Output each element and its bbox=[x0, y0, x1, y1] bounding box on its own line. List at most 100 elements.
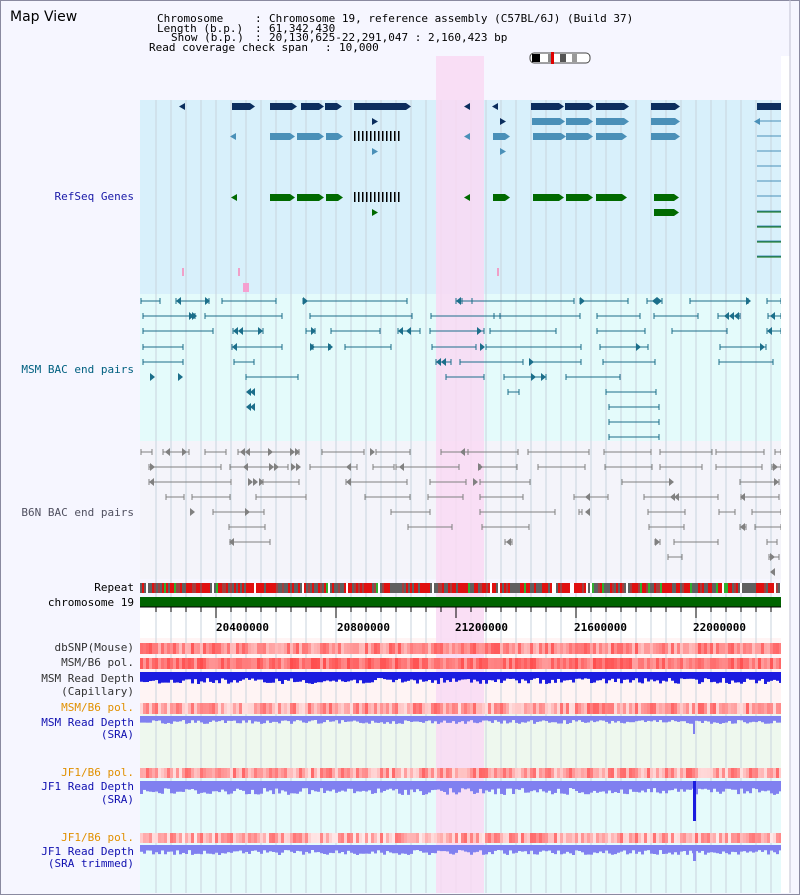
jf1-trim-depth-bar bbox=[710, 845, 713, 853]
jf1-trim-depth-bar bbox=[188, 845, 191, 851]
msm-sra-depth-bar bbox=[296, 716, 299, 721]
repeat-element bbox=[762, 583, 764, 593]
pair-end-marker bbox=[406, 327, 411, 335]
jf1-pol-2-heat-cell bbox=[641, 833, 644, 843]
repeat-element bbox=[652, 583, 654, 593]
jf1-trim-depth-bar bbox=[767, 845, 770, 855]
msm-pol-heat-cell bbox=[308, 658, 311, 669]
gene-exon-tick bbox=[386, 131, 388, 141]
msm-cap-depth-bar bbox=[215, 672, 218, 681]
repeat-element bbox=[334, 583, 336, 593]
jf1-pol-2-heat-cell bbox=[596, 833, 599, 843]
dbsnp-heat-cell bbox=[389, 643, 392, 654]
msm-cap-depth-bar bbox=[467, 672, 470, 680]
jf1-pol-heat-cell bbox=[296, 768, 299, 778]
jf1-trim-depth-bar bbox=[287, 845, 290, 851]
repeat-element bbox=[370, 583, 372, 593]
jf1-pol-heat-cell bbox=[587, 768, 590, 778]
jf1-trim-depth-bar bbox=[269, 845, 272, 852]
repeat-element bbox=[662, 583, 664, 593]
jf1-pol-heat-cell bbox=[539, 768, 542, 778]
gene-feature bbox=[326, 133, 338, 140]
jf1-pol-heat-cell bbox=[683, 768, 686, 778]
msm-pol-heat-cell bbox=[770, 658, 773, 669]
jf1-trim-depth-bar bbox=[299, 845, 302, 852]
repeat-element bbox=[740, 583, 742, 593]
repeat-element bbox=[576, 583, 578, 593]
msm-pol-heat-cell bbox=[629, 658, 632, 669]
jf1-pol-2-heat-cell bbox=[413, 833, 416, 843]
jf1-sra-depth-bar bbox=[479, 781, 482, 789]
msm-pol-2-heat-cell bbox=[728, 703, 731, 714]
msm-pol-2-heat-cell bbox=[251, 703, 254, 714]
msm-sra-depth-bar bbox=[518, 716, 521, 724]
jf1-pol-heat-cell bbox=[764, 768, 767, 778]
repeat-element bbox=[264, 583, 266, 593]
jf1-pol-heat-cell bbox=[497, 768, 500, 778]
gene-arrow bbox=[674, 194, 679, 201]
msm-pol-heat-cell bbox=[230, 658, 233, 669]
track-label-b6n-bac[interactable]: B6N BAC end pairs bbox=[21, 506, 134, 519]
gene-exon-tick bbox=[362, 131, 364, 141]
msm-sra-depth-bar bbox=[581, 716, 584, 722]
msm-sra-depth-bar bbox=[602, 716, 605, 721]
jf1-pol-2-heat-cell bbox=[698, 833, 701, 843]
jf1-pol-2-heat-cell bbox=[512, 833, 515, 843]
dbsnp-heat-cell bbox=[398, 643, 401, 654]
repeat-element bbox=[602, 583, 604, 593]
axis-tick-label: 21200000 bbox=[455, 621, 508, 634]
repeat-element bbox=[528, 583, 530, 593]
ideogram-outline bbox=[529, 52, 591, 64]
repeat-element bbox=[688, 583, 690, 593]
jf1-trim-depth-bar bbox=[515, 845, 518, 853]
jf1-pol-2-heat-cell bbox=[434, 833, 437, 843]
msm-sra-depth-bar bbox=[707, 716, 710, 722]
jf1-pol-heat-cell bbox=[698, 768, 701, 778]
msm-sra-depth-bar bbox=[686, 716, 689, 724]
msm-cap-depth-bar bbox=[365, 672, 368, 683]
dbsnp-heat-cell bbox=[506, 643, 509, 654]
dbsnp-heat-cell bbox=[755, 643, 758, 654]
msm-sra-depth-bar bbox=[695, 716, 698, 721]
jf1-trim-depth-bar bbox=[569, 845, 572, 854]
msm-pol-2-heat-cell bbox=[635, 703, 638, 714]
gene-feature bbox=[270, 133, 290, 140]
msm-cap-depth-bar bbox=[626, 672, 629, 680]
pair-end-marker bbox=[652, 297, 657, 305]
jf1-sra-depth-bar bbox=[386, 781, 389, 790]
jf1-pol-heat-cell bbox=[173, 768, 176, 778]
msm-pol-heat-cell bbox=[446, 658, 449, 669]
jf1-pol-heat-cell bbox=[689, 768, 692, 778]
msm-pol-heat-cell bbox=[521, 658, 524, 669]
jf1-pol-heat-cell bbox=[365, 768, 368, 778]
repeat-element bbox=[428, 583, 430, 593]
dbsnp-heat-cell bbox=[242, 643, 245, 654]
track-label-refseq[interactable]: RefSeq Genes bbox=[54, 190, 134, 203]
dbsnp-heat-cell bbox=[620, 643, 623, 654]
dbsnp-heat-cell bbox=[752, 643, 755, 654]
jf1-sra-depth-bar bbox=[161, 781, 164, 794]
gene-arrow-left bbox=[464, 103, 470, 110]
jf1-pol-2-heat-cell bbox=[488, 833, 491, 843]
jf1-trim-depth-bar bbox=[533, 845, 536, 855]
jf1-sra-depth-bar bbox=[224, 781, 227, 792]
msm-cap-depth-bar bbox=[392, 672, 395, 683]
jf1-pol-heat-cell bbox=[500, 768, 503, 778]
msm-pol-2-heat-cell bbox=[383, 703, 386, 714]
repeat-element bbox=[534, 583, 536, 593]
repeat-element bbox=[140, 583, 142, 593]
jf1-trim-depth-bar bbox=[620, 845, 623, 852]
gene-arrow bbox=[622, 133, 627, 140]
jf1-sra-depth-bar bbox=[584, 781, 587, 795]
jf1-trim-depth-bar bbox=[512, 845, 515, 854]
dbsnp-heat-cell bbox=[401, 643, 404, 654]
track-label-msm-bac[interactable]: MSM BAC end pairs bbox=[21, 363, 134, 376]
msm-pol-heat-cell bbox=[428, 658, 431, 669]
jf1-pol-heat-cell bbox=[701, 768, 704, 778]
msm-sra-depth-bar bbox=[749, 716, 752, 723]
jf1-pol-2-heat-cell bbox=[359, 833, 362, 843]
msm-sra-depth-bar bbox=[506, 716, 509, 724]
jf1-pol-2-heat-cell bbox=[665, 833, 668, 843]
repeat-element bbox=[322, 583, 324, 593]
